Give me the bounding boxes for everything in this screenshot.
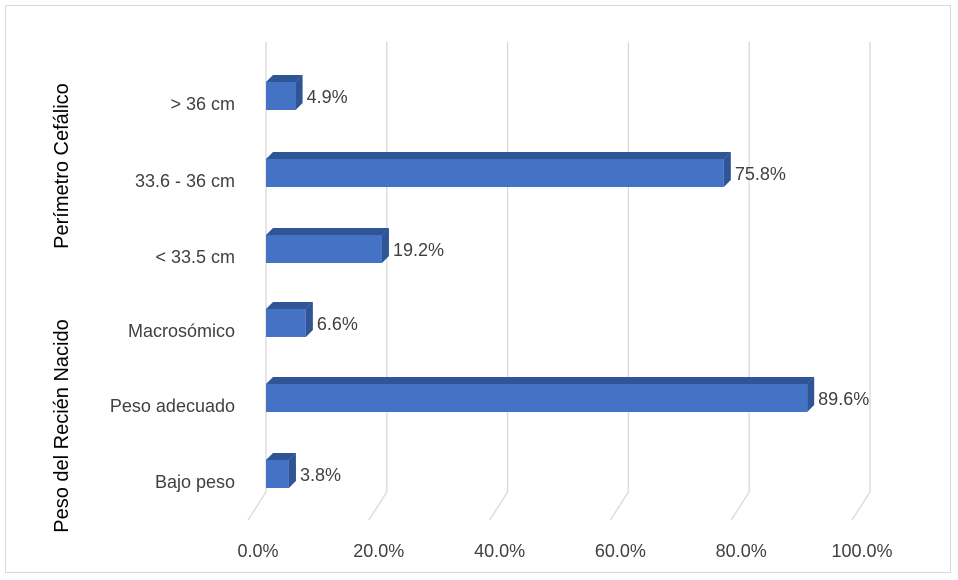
gridline-floor	[247, 491, 267, 521]
category-label: 33.6 - 36 cm	[135, 171, 235, 191]
bar-top	[266, 228, 389, 235]
x-tick-label: 60.0%	[595, 541, 646, 561]
x-tick-label: 20.0%	[353, 541, 404, 561]
gridline-floor	[368, 491, 388, 521]
group-label: Peso del Recién Nacido	[51, 319, 73, 532]
bar-side	[381, 228, 389, 263]
category-label: Peso adecuado	[110, 396, 235, 416]
data-label: 75.8%	[735, 164, 786, 184]
bar-side	[288, 453, 296, 488]
x-tick-label: 80.0%	[716, 541, 767, 561]
bar-top	[266, 75, 303, 82]
x-tick-label: 0.0%	[237, 541, 278, 561]
group-label: Perímetro Cefálico	[51, 83, 73, 249]
bar	[266, 460, 289, 488]
bar-top	[266, 302, 313, 309]
data-label: 3.8%	[300, 465, 341, 485]
bar	[266, 235, 382, 263]
gridline-floor	[730, 491, 750, 521]
category-label: Macrosómico	[128, 321, 235, 341]
chart-frame	[5, 5, 951, 573]
bar	[266, 384, 808, 412]
data-label: 6.6%	[317, 314, 358, 334]
bar	[266, 309, 306, 337]
category-label: < 33.5 cm	[155, 247, 235, 267]
bar-top	[266, 453, 296, 460]
bar-side	[295, 75, 303, 110]
bar	[266, 159, 724, 187]
data-label: 4.9%	[307, 87, 348, 107]
bar-side	[305, 302, 313, 337]
bar-top	[266, 152, 731, 159]
category-label: Bajo peso	[155, 472, 235, 492]
bar-side	[807, 377, 815, 412]
bar-top	[266, 377, 815, 384]
gridline-floor	[851, 491, 871, 521]
bar-side	[723, 152, 731, 187]
data-label: 89.6%	[818, 389, 869, 409]
data-label: 19.2%	[393, 240, 444, 260]
x-tick-label: 40.0%	[474, 541, 525, 561]
x-tick-label: 100.0%	[831, 541, 892, 561]
gridline-floor	[609, 491, 629, 521]
bar	[266, 82, 296, 110]
gridline-floor	[489, 491, 509, 521]
category-label: > 36 cm	[170, 94, 235, 114]
